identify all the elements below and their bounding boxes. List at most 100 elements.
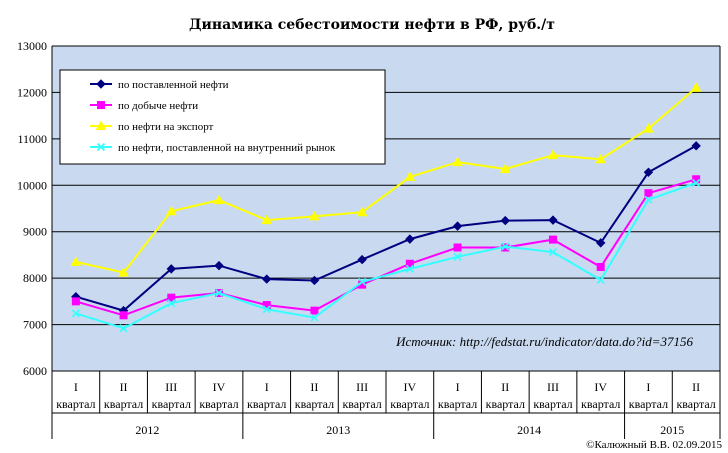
year-label: 2012 [135, 423, 159, 437]
quarter-label: II [120, 380, 128, 394]
legend-swatch-marker [96, 79, 106, 89]
data-point [690, 82, 702, 92]
y-tick-label: 7000 [23, 318, 47, 332]
series-line [75, 178, 697, 317]
data-point [404, 171, 416, 181]
legend-label: по поставленной нефти [118, 79, 229, 91]
quarter-word: квартал [581, 397, 620, 411]
legend-swatch-marker [96, 142, 106, 152]
x-axis-categories: IкварталIIкварталIIIкварталIVкварталIква… [51, 370, 721, 439]
quarter-label: II [501, 380, 509, 394]
quarter-word: квартал [486, 397, 525, 411]
data-point [501, 242, 510, 251]
legend-swatch-marker [97, 101, 105, 109]
quarter-word: квартал [295, 397, 334, 411]
series-4 [71, 178, 701, 333]
data-point [453, 243, 462, 252]
quarter-label: IV [594, 380, 607, 394]
data-point [119, 324, 128, 333]
quarter-label: I [646, 380, 650, 394]
data-point [595, 153, 607, 164]
y-tick-label: 8000 [23, 271, 47, 285]
legend-label: по нефти, поставленной на внутренний рын… [118, 142, 336, 154]
copyright-text: ©Калюжный В.В. 02.09.2015 [586, 439, 722, 451]
data-point [692, 178, 701, 188]
data-point [70, 256, 82, 266]
data-point [596, 263, 605, 271]
data-point [309, 210, 320, 221]
data-point [548, 215, 558, 225]
data-point [596, 238, 606, 248]
legend-item: по добыче нефти [90, 100, 198, 112]
data-point [262, 305, 271, 314]
data-point [547, 149, 559, 160]
data-point [453, 252, 462, 261]
data-point [357, 254, 367, 265]
data-point [71, 297, 80, 306]
y-tick-label: 10000 [17, 178, 47, 192]
data-point [405, 259, 414, 268]
quarter-word: квартал [676, 397, 715, 411]
quarter-label: IV [213, 380, 226, 394]
data-point [500, 215, 510, 226]
data-point [452, 221, 463, 231]
quarter-label: III [356, 380, 368, 394]
y-tick-label: 13000 [17, 39, 47, 53]
y-axis-ticks: 6000 7000 8000 9000 10000 11000 12000 13000 [17, 39, 47, 378]
legend-swatch-marker [95, 120, 107, 130]
quarter-label: II [310, 380, 318, 394]
data-point [214, 288, 224, 298]
series-1 [71, 141, 701, 316]
quarter-word: квартал [56, 397, 95, 411]
quarter-word: квартал [104, 397, 143, 411]
data-point [596, 275, 605, 285]
quarter-word: квартал [152, 397, 191, 411]
y-tick-label: 11000 [17, 132, 47, 146]
data-point [310, 313, 319, 322]
year-label: 2014 [517, 423, 541, 437]
data-point [166, 264, 176, 274]
data-point [213, 194, 225, 205]
legend-item: по поставленной нефти [90, 79, 229, 91]
quarter-label: II [692, 380, 700, 394]
series-line [75, 182, 697, 330]
year-label: 2015 [660, 423, 684, 437]
data-point [452, 156, 463, 167]
data-point [405, 234, 415, 244]
data-point [644, 189, 653, 198]
legend-label: по нефти на экспорт [118, 121, 214, 133]
legend-item: по нефти на экспорт [90, 120, 214, 133]
data-point [549, 235, 557, 244]
quarter-word: квартал [247, 397, 286, 411]
quarter-label: I [456, 380, 460, 394]
data-point [644, 195, 653, 204]
data-point [262, 274, 272, 284]
data-point [548, 248, 558, 257]
data-point [643, 123, 654, 133]
data-point [310, 306, 319, 315]
year-label: 2013 [326, 423, 350, 437]
legend-label: по добыче нефти [118, 100, 198, 112]
data-point [405, 264, 414, 273]
quarter-word: квартал [629, 397, 668, 411]
quarter-word: квартал [438, 397, 477, 411]
data-point [165, 205, 177, 216]
data-point [214, 260, 224, 271]
quarter-word: квартал [199, 397, 238, 411]
source-annotation: Источник: http://fedstat.ru/indicator/da… [395, 334, 693, 349]
data-point [71, 309, 80, 318]
data-point [167, 299, 176, 308]
y-tick-label: 12000 [17, 85, 47, 99]
series-line [75, 144, 697, 312]
quarter-label: III [547, 380, 559, 394]
data-point [692, 175, 701, 184]
quarter-label: I [74, 380, 78, 394]
quarter-label: IV [404, 380, 417, 394]
chart-title: Динамика себестоимости нефти в РФ, руб./… [189, 17, 555, 33]
quarter-label: III [165, 380, 177, 394]
data-point [118, 267, 129, 277]
data-point [167, 293, 176, 302]
grid-lines [51, 45, 721, 372]
data-point [499, 163, 511, 174]
series-line [75, 87, 697, 274]
